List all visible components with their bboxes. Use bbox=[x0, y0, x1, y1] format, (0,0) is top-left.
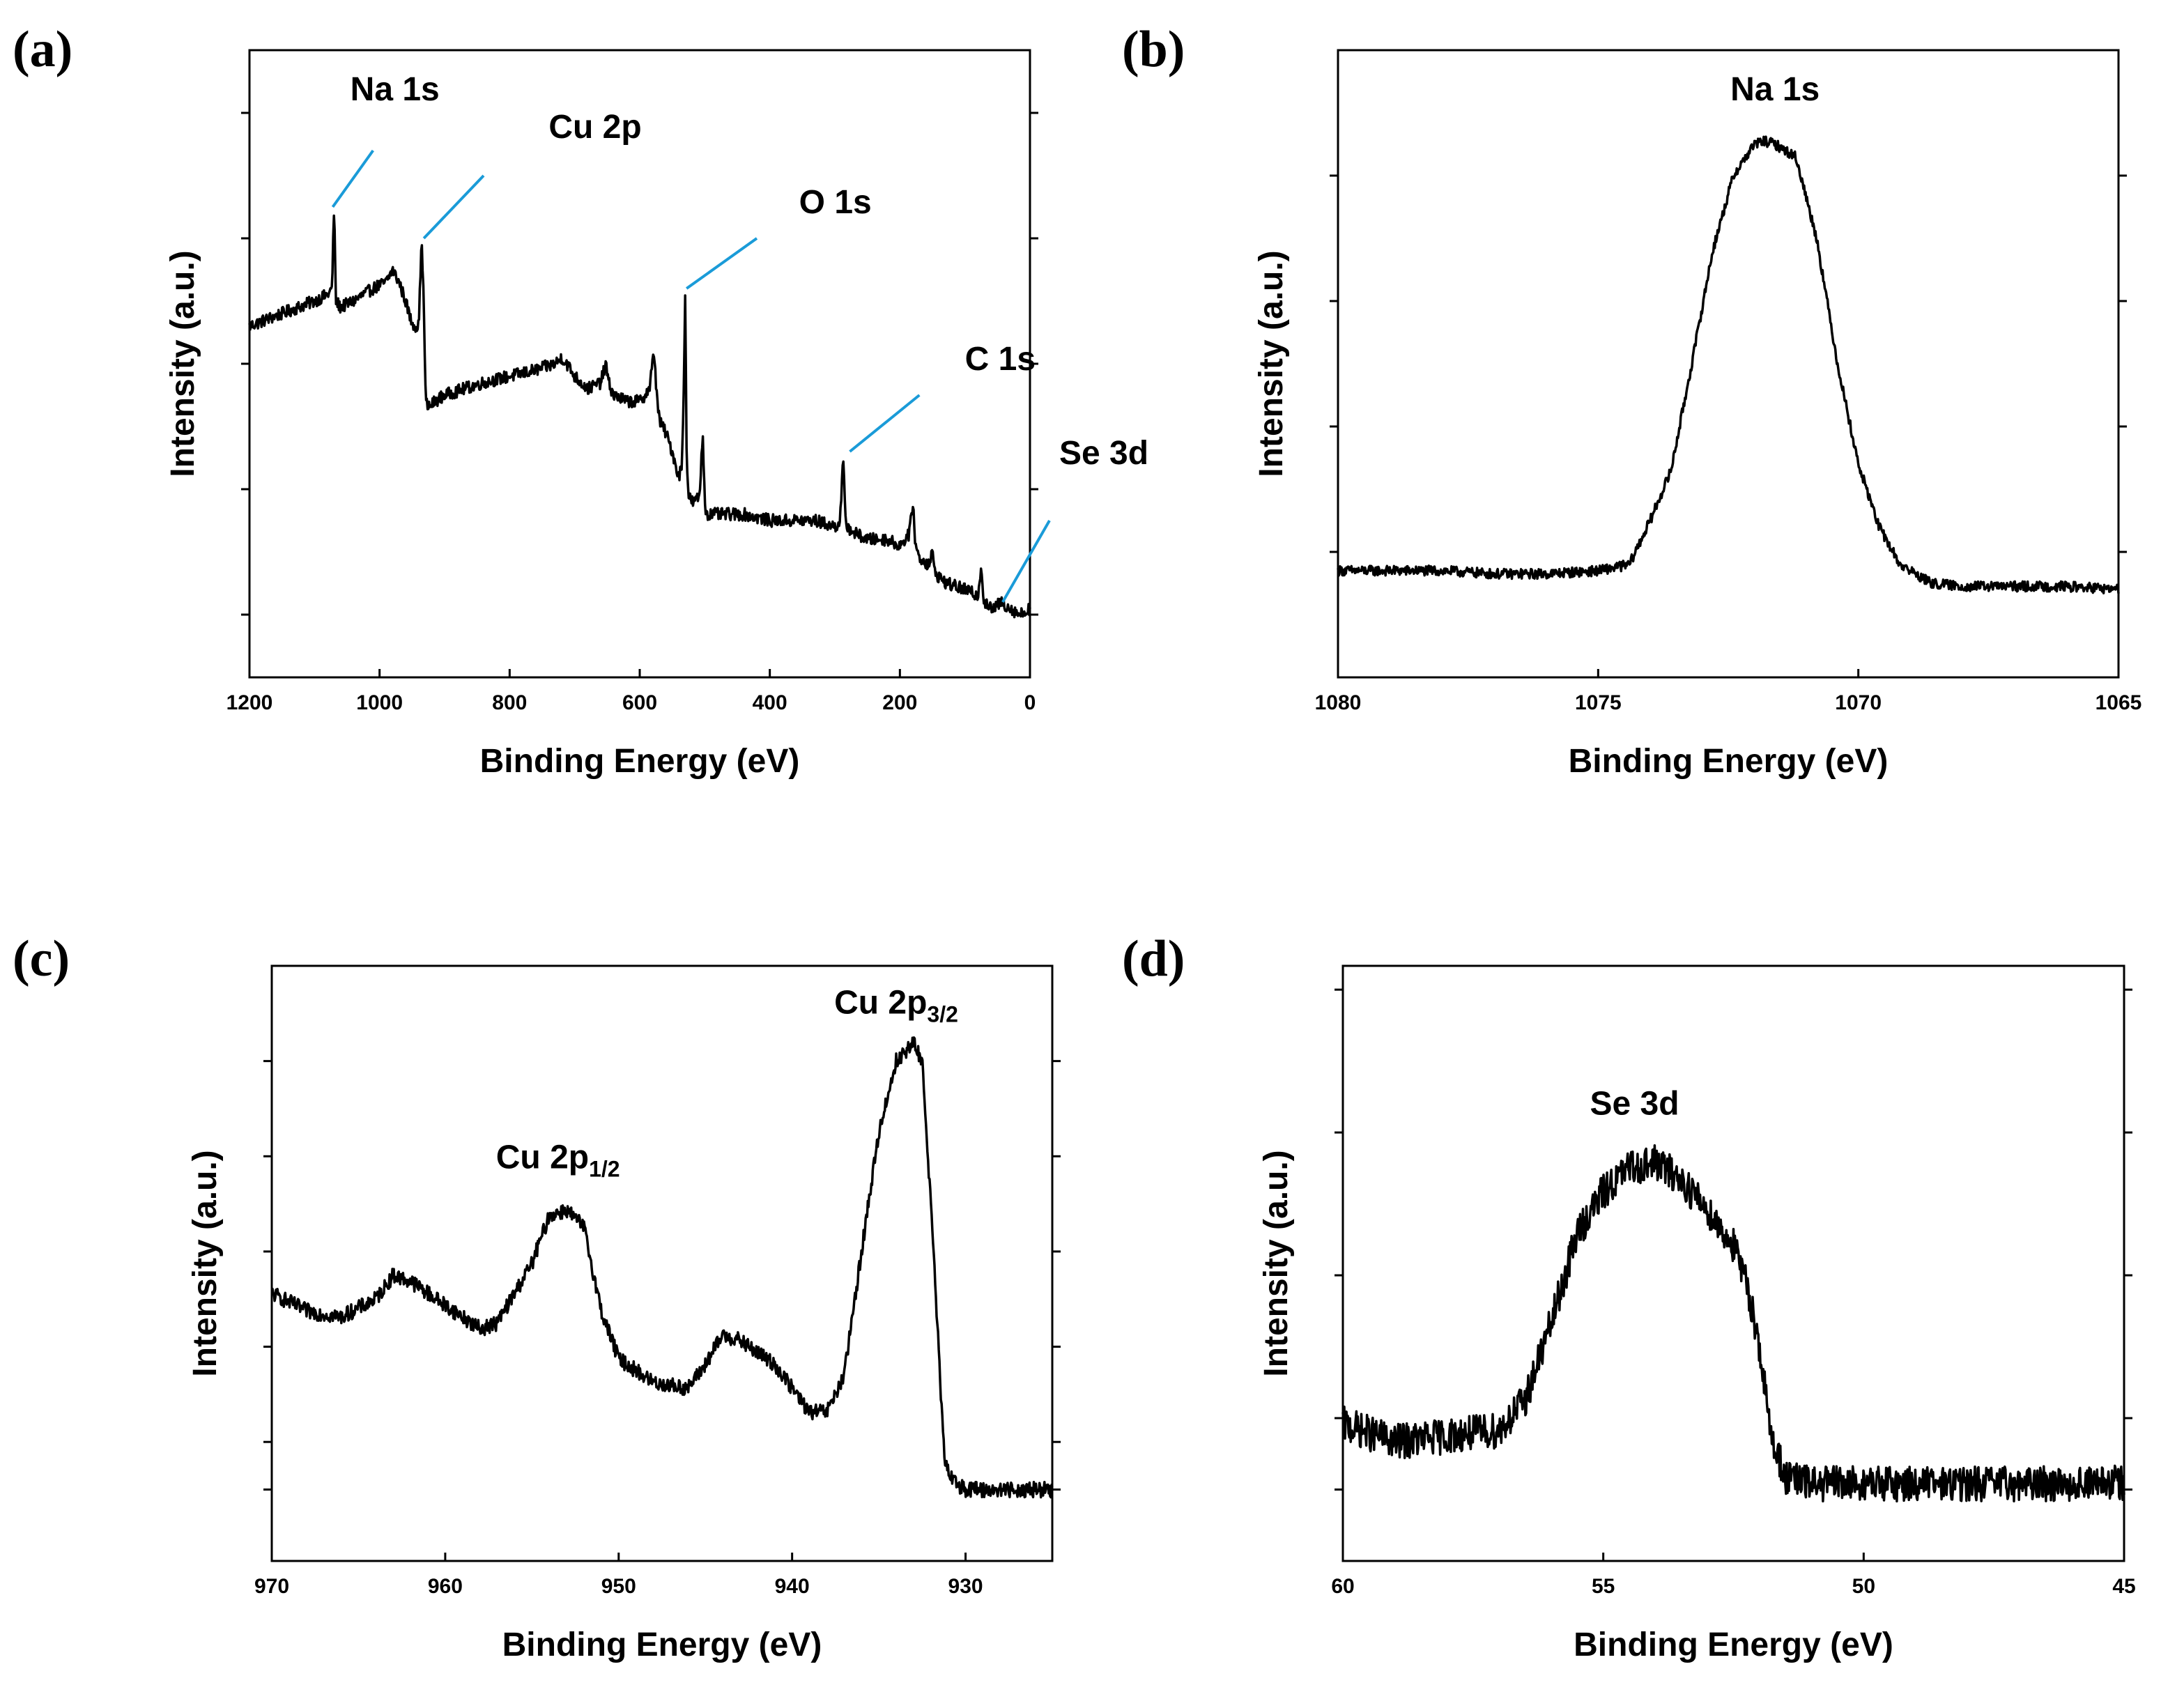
annotation-label-a: C 1s bbox=[965, 341, 1036, 378]
x-tick-label-c: 930 bbox=[948, 1575, 983, 1598]
annotation-label-a: Se 3d bbox=[1059, 435, 1148, 472]
panel-c-cu2p: (c) 970 960 950 940 930 Binding Energy (eV) In… bbox=[13, 930, 1061, 1663]
spectrum-line-b bbox=[1337, 135, 2120, 594]
x-tick-label-a: 0 bbox=[1024, 691, 1036, 714]
panel-a-label: (a) bbox=[13, 21, 72, 78]
panel-d-label: (d) bbox=[1122, 930, 1185, 987]
annotation-leader-a bbox=[422, 174, 485, 240]
plot-frame-d bbox=[1341, 964, 2125, 1562]
panel-d-se3d: (d) 60 55 50 45 Binding Energy (eV) Intensity… bbox=[1122, 930, 2136, 1663]
plot-frame-b bbox=[1337, 49, 2120, 679]
annotation-leader-a bbox=[1001, 520, 1051, 603]
x-tick-label-a: 200 bbox=[882, 691, 917, 714]
x-tick-label-a: 400 bbox=[753, 691, 787, 714]
x-tick-label-b: 1080 bbox=[1315, 691, 1362, 714]
spectrum-line-d bbox=[1341, 1144, 2125, 1503]
plot-frame-c bbox=[270, 964, 1054, 1562]
annotation-label-a: Na 1s bbox=[351, 71, 440, 108]
annotation-leader-a bbox=[849, 394, 921, 453]
x-axis-label-b: Binding Energy (eV) bbox=[1569, 743, 1889, 780]
x-tick-label-c: 970 bbox=[254, 1575, 289, 1598]
y-axis-label-c: Intensity (a.u.) bbox=[187, 1150, 224, 1376]
x-tick-label-b: 1075 bbox=[1575, 691, 1622, 714]
annotation-label-d: Se 3d bbox=[1590, 1086, 1679, 1123]
x-tick-label-d: 45 bbox=[2112, 1575, 2135, 1598]
spectrum-line-a bbox=[248, 214, 1031, 619]
annotation-label-c: Cu 2p1/2 bbox=[496, 1139, 620, 1181]
panel-c-label: (c) bbox=[13, 930, 70, 987]
y-axis-label-a: Intensity (a.u.) bbox=[164, 250, 201, 477]
panel-b-label: (b) bbox=[1122, 21, 1185, 78]
panel-b-na1s: (b) 1080 1075 1070 1065 Binding Energy (eV) I… bbox=[1122, 21, 2141, 780]
x-tick-label-d: 50 bbox=[1852, 1575, 1875, 1598]
annotation-label-a: O 1s bbox=[799, 184, 872, 221]
x-tick-label-c: 960 bbox=[428, 1575, 463, 1598]
x-tick-label-b: 1065 bbox=[2095, 691, 2142, 714]
annotation-label-c: Cu 2p3/2 bbox=[834, 984, 958, 1026]
x-tick-label-a: 600 bbox=[622, 691, 657, 714]
spectrum-line-c bbox=[271, 1036, 1054, 1499]
x-tick-label-a: 1200 bbox=[226, 691, 273, 714]
x-axis-label-c: Binding Energy (eV) bbox=[502, 1626, 822, 1663]
annotation-leader-a bbox=[331, 149, 374, 208]
x-axis-label-a: Binding Energy (eV) bbox=[480, 743, 800, 780]
panel-a-survey: (a) 1200 1000 800 600 400 200 0 Binding Energy … bbox=[13, 21, 1148, 780]
x-tick-label-c: 940 bbox=[775, 1575, 810, 1598]
x-tick-label-d: 55 bbox=[1592, 1575, 1615, 1598]
x-axis-label-d: Binding Energy (eV) bbox=[1574, 1626, 1893, 1663]
annotation-leader-a bbox=[686, 237, 758, 290]
annotation-label-b: Na 1s bbox=[1730, 71, 1820, 108]
y-axis-label-d: Intensity (a.u.) bbox=[1258, 1150, 1295, 1376]
x-tick-label-c: 950 bbox=[601, 1575, 636, 1598]
x-tick-label-a: 800 bbox=[492, 691, 527, 714]
x-tick-label-b: 1070 bbox=[1835, 691, 1882, 714]
x-tick-label-d: 60 bbox=[1331, 1575, 1354, 1598]
y-axis-label-b: Intensity (a.u.) bbox=[1253, 250, 1290, 477]
annotation-label-a: Cu 2p bbox=[548, 109, 641, 146]
annotation-subscript-c: 1/2 bbox=[589, 1156, 620, 1181]
x-tick-label-a: 1000 bbox=[356, 691, 403, 714]
annotation-subscript-c: 3/2 bbox=[927, 1001, 958, 1026]
